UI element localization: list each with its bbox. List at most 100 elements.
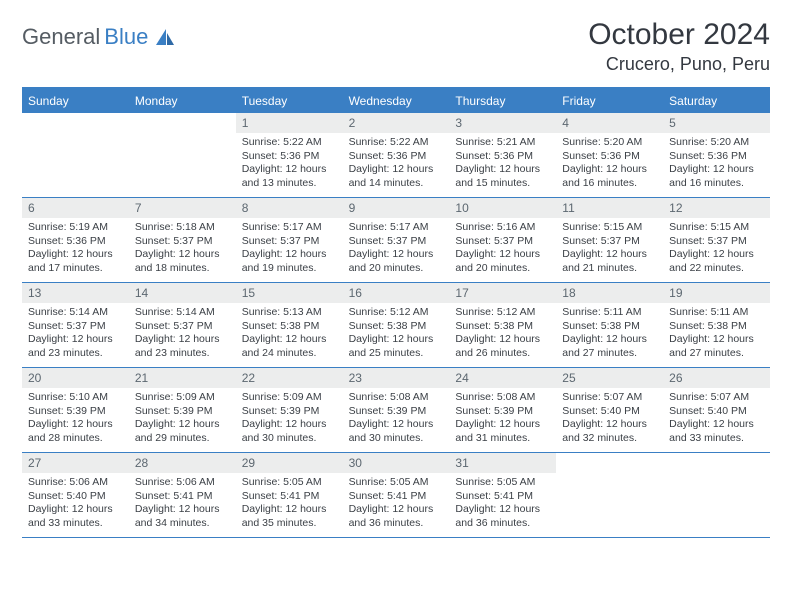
day-number: 16 [343,283,450,303]
day-details: Sunrise: 5:21 AMSunset: 5:36 PMDaylight:… [449,133,556,197]
day-cell: 2Sunrise: 5:22 AMSunset: 5:36 PMDaylight… [343,113,450,197]
day-cell: 16 Sunrise: 5:12 AMSunset: 5:38 PMDayligh… [343,283,450,367]
day-details: Sunrise: 5:09 AMSunset: 5:39 PMDaylight:… [236,388,343,452]
day-cell [129,113,236,197]
sunset-text: Sunset: 5:36 PM [562,150,657,164]
day-details: Sunrise: 5:16 AMSunset: 5:37 PMDaylight:… [449,218,556,282]
daylight-text: Daylight: 12 hours and 33 minutes. [28,503,123,530]
sunrise-text: Sunrise: 5:22 AM [242,136,337,150]
sunrise-text: Sunrise: 5:10 AM [28,391,123,405]
day-number: 4 [556,113,663,133]
daylight-text: Daylight: 12 hours and 14 minutes. [349,163,444,190]
sunrise-text: Sunrise: 5:19 AM [28,221,123,235]
day-details: Sunrise: 5:05 AMSunset: 5:41 PMDaylight:… [449,473,556,537]
dow-tuesday: Tuesday [236,89,343,113]
day-number: 29 [236,453,343,473]
daylight-text: Daylight: 12 hours and 20 minutes. [349,248,444,275]
day-cell: 9Sunrise: 5:17 AMSunset: 5:37 PMDaylight… [343,198,450,282]
brand-part2: Blue [104,24,148,50]
day-number: 1 [236,113,343,133]
day-number: 15 [236,283,343,303]
day-cell: 18Sunrise: 5:11 AMSunset: 5:38 PMDayligh… [556,283,663,367]
day-details: Sunrise: 5:05 AMSunset: 5:41 PMDaylight:… [236,473,343,537]
daylight-text: Daylight: 12 hours and 19 minutes. [242,248,337,275]
sunset-text: Sunset: 5:37 PM [28,320,123,334]
day-cell: 20Sunrise: 5:10 AMSunset: 5:39 PMDayligh… [22,368,129,452]
sunset-text: Sunset: 5:41 PM [242,490,337,504]
day-number: 28 [129,453,236,473]
sunset-text: Sunset: 5:38 PM [242,320,337,334]
sunset-text: Sunset: 5:36 PM [455,150,550,164]
day-cell: 15Sunrise: 5:13 AMSunset: 5:38 PMDayligh… [236,283,343,367]
day-number: 3 [449,113,556,133]
sunset-text: Sunset: 5:37 PM [135,235,230,249]
location-label: Crucero, Puno, Peru [588,54,770,75]
day-details: Sunrise: 5:11 AMSunset: 5:38 PMDaylight:… [556,303,663,367]
sunset-text: Sunset: 5:40 PM [669,405,764,419]
sunset-text: Sunset: 5:38 PM [349,320,444,334]
day-details: Sunrise: 5:06 AMSunset: 5:40 PMDaylight:… [22,473,129,537]
sunrise-text: Sunrise: 5:09 AM [242,391,337,405]
day-cell: 12Sunrise: 5:15 AMSunset: 5:37 PMDayligh… [663,198,770,282]
day-number: 27 [22,453,129,473]
sunset-text: Sunset: 5:38 PM [669,320,764,334]
day-number: 5 [663,113,770,133]
daylight-text: Daylight: 12 hours and 23 minutes. [28,333,123,360]
day-number: 2 [343,113,450,133]
weeks-container: 1Sunrise: 5:22 AMSunset: 5:36 PMDaylight… [22,113,770,538]
day-cell: 8Sunrise: 5:17 AMSunset: 5:37 PMDaylight… [236,198,343,282]
day-details: Sunrise: 5:14 AMSunset: 5:37 PMDaylight:… [22,303,129,367]
sunrise-text: Sunrise: 5:09 AM [135,391,230,405]
sunrise-text: Sunrise: 5:07 AM [669,391,764,405]
day-cell: 13Sunrise: 5:14 AMSunset: 5:37 PMDayligh… [22,283,129,367]
daylight-text: Daylight: 12 hours and 30 minutes. [349,418,444,445]
day-number: 18 [556,283,663,303]
day-of-week-row: Sunday Monday Tuesday Wednesday Thursday… [22,89,770,113]
day-cell: 25Sunrise: 5:07 AMSunset: 5:40 PMDayligh… [556,368,663,452]
dow-saturday: Saturday [663,89,770,113]
daylight-text: Daylight: 12 hours and 32 minutes. [562,418,657,445]
brand-logo: GeneralBlue [22,18,176,50]
day-cell: 10Sunrise: 5:16 AMSunset: 5:37 PMDayligh… [449,198,556,282]
sunrise-text: Sunrise: 5:14 AM [28,306,123,320]
daylight-text: Daylight: 12 hours and 27 minutes. [669,333,764,360]
sunrise-text: Sunrise: 5:11 AM [669,306,764,320]
dow-thursday: Thursday [449,89,556,113]
day-number: 14 [129,283,236,303]
sunset-text: Sunset: 5:39 PM [28,405,123,419]
day-number [663,453,770,459]
sunset-text: Sunset: 5:38 PM [562,320,657,334]
day-number: 26 [663,368,770,388]
dow-friday: Friday [556,89,663,113]
daylight-text: Daylight: 12 hours and 34 minutes. [135,503,230,530]
day-details: Sunrise: 5:07 AMSunset: 5:40 PMDaylight:… [663,388,770,452]
dow-monday: Monday [129,89,236,113]
day-cell: 24Sunrise: 5:08 AMSunset: 5:39 PMDayligh… [449,368,556,452]
day-cell: 5Sunrise: 5:20 AMSunset: 5:36 PMDaylight… [663,113,770,197]
sunrise-text: Sunrise: 5:12 AM [349,306,444,320]
day-cell: 22Sunrise: 5:09 AMSunset: 5:39 PMDayligh… [236,368,343,452]
day-details: Sunrise: 5:15 AMSunset: 5:37 PMDaylight:… [663,218,770,282]
day-cell [22,113,129,197]
sunset-text: Sunset: 5:37 PM [242,235,337,249]
daylight-text: Daylight: 12 hours and 23 minutes. [135,333,230,360]
day-cell: 21Sunrise: 5:09 AMSunset: 5:39 PMDayligh… [129,368,236,452]
daylight-text: Daylight: 12 hours and 33 minutes. [669,418,764,445]
day-number: 17 [449,283,556,303]
day-number: 13 [22,283,129,303]
day-cell: 7Sunrise: 5:18 AMSunset: 5:37 PMDaylight… [129,198,236,282]
day-number [22,113,129,119]
day-number: 22 [236,368,343,388]
daylight-text: Daylight: 12 hours and 35 minutes. [242,503,337,530]
daylight-text: Daylight: 12 hours and 25 minutes. [349,333,444,360]
sunset-text: Sunset: 5:36 PM [28,235,123,249]
sunset-text: Sunset: 5:41 PM [349,490,444,504]
sunset-text: Sunset: 5:37 PM [669,235,764,249]
day-details: Sunrise: 5:17 AMSunset: 5:37 PMDaylight:… [236,218,343,282]
day-cell: 4Sunrise: 5:20 AMSunset: 5:36 PMDaylight… [556,113,663,197]
sunrise-text: Sunrise: 5:13 AM [242,306,337,320]
week-row: 1 Sunrise: 5:22 AM Sunset: 5:36 PM Daylight… [22,113,770,198]
day-details: Sunrise: 5:17 AMSunset: 5:37 PMDaylight:… [343,218,450,282]
daylight-text: Daylight: 12 hours and 17 minutes. [28,248,123,275]
day-details: Sunrise: 5:07 AMSunset: 5:40 PMDaylight:… [556,388,663,452]
